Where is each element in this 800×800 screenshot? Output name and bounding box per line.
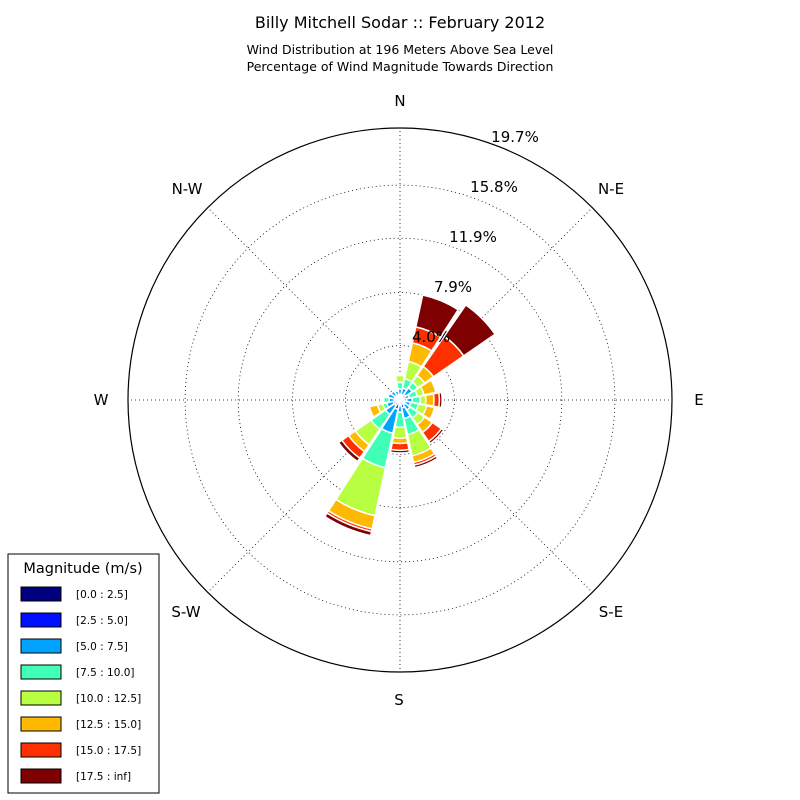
legend-label-7: [17.5 : inf]: [76, 771, 131, 783]
grid-spoke-3: [399, 399, 593, 593]
radial-tick-label-2: 11.9%: [449, 228, 497, 246]
direction-labels: N N-E E S-E S S-W W N-W: [94, 92, 704, 709]
bar-ESE-bin-5: [421, 404, 436, 421]
legend-label-2: [5.0 : 7.5]: [76, 641, 128, 653]
legend-swatch-7: [20, 768, 62, 784]
outer-frame-circle: [127, 127, 673, 673]
chart-subtitle-line2: Percentage of Wind Magnitude Towards Dir…: [247, 59, 554, 74]
bar-NNW-bin-2: [393, 389, 400, 397]
direction-label-ne: N-E: [598, 180, 624, 198]
radial-tick-label-1: 7.9%: [434, 278, 472, 296]
bar-E-bin-5: [424, 393, 435, 407]
radial-tick-label-0: 4.0%: [412, 328, 450, 346]
bar-W-bin-3: [382, 396, 391, 404]
legend-label-3: [7.5 : 10.0]: [76, 667, 134, 679]
bar-SW-bin-7: [337, 439, 361, 463]
direction-label-se: S-E: [599, 603, 623, 621]
grid-circle-0: [345, 345, 455, 455]
bar-WSW-bin-5: [368, 403, 382, 418]
legend-swatch-6: [20, 742, 62, 758]
bar-SSE-bin-7: [413, 454, 439, 469]
direction-label-nw: N-W: [172, 180, 203, 198]
legend-swatch-0: [20, 586, 62, 602]
bar-NE-bin-7: [443, 303, 497, 357]
bar-E-bin-7: [437, 391, 443, 409]
legend-swatch-1: [20, 612, 62, 628]
grid-spoke-5: [207, 399, 401, 593]
legend-title: Magnitude (m/s): [23, 561, 142, 577]
chart-subtitle-line1: Wind Distribution at 196 Meters Above Se…: [247, 42, 554, 57]
direction-label-e: E: [694, 391, 703, 409]
legend-swatch-5: [20, 716, 62, 732]
bar-WNW-bin-2: [387, 392, 397, 400]
grid-spoke-1: [399, 207, 593, 401]
grid-circle-1: [292, 292, 508, 508]
legend-label-4: [10.0 : 12.5]: [76, 693, 141, 705]
legend-label-1: [2.5 : 5.0]: [76, 615, 128, 627]
bar-SSW-bin-7: [323, 512, 373, 537]
legend-items: [0.0 : 2.5] [2.5 : 5.0] [5.0 : 7.5] [7.5 : …: [20, 586, 141, 784]
radial-tick-labels: 4.0% 7.9% 11.9% 15.8% 19.7%: [412, 128, 539, 346]
bar-NW-bin-2: [390, 390, 398, 398]
grid-circle-2: [237, 237, 563, 563]
legend-swatch-3: [20, 664, 62, 680]
direction-label-w: W: [94, 391, 109, 409]
legend-swatch-2: [20, 638, 62, 654]
bar-S-bin-4: [392, 425, 408, 439]
direction-label-n: N: [394, 92, 405, 110]
direction-label-sw: S-W: [171, 603, 200, 621]
legend-swatch-4: [20, 690, 62, 706]
grid-circle-3: [184, 184, 616, 616]
bar-ENE-bin-5: [419, 379, 437, 396]
bar-SE-bin-7: [427, 427, 445, 445]
legend-label-0: [0.0 : 2.5]: [76, 589, 128, 601]
radial-tick-label-4: 19.7%: [491, 128, 539, 146]
legend: Magnitude (m/s) [0.0 : 2.5] [2.5 : 5.0] [5…: [7, 553, 160, 794]
polar-grid: [128, 128, 672, 672]
radial-tick-label-3: 15.8%: [470, 178, 518, 196]
legend-label-5: [12.5 : 15.0]: [76, 719, 141, 731]
legend-label-6: [15.0 : 17.5]: [76, 745, 141, 757]
bar-N-bin-4: [394, 374, 406, 384]
windrose-bars: [323, 294, 497, 537]
chart-title: Billy Mitchell Sodar :: February 2012: [255, 13, 545, 32]
grid-spoke-7: [207, 207, 401, 401]
bar-S-bin-7: [389, 448, 411, 454]
bar-NNE-bin-7: [414, 294, 460, 339]
direction-label-s: S: [394, 691, 404, 709]
